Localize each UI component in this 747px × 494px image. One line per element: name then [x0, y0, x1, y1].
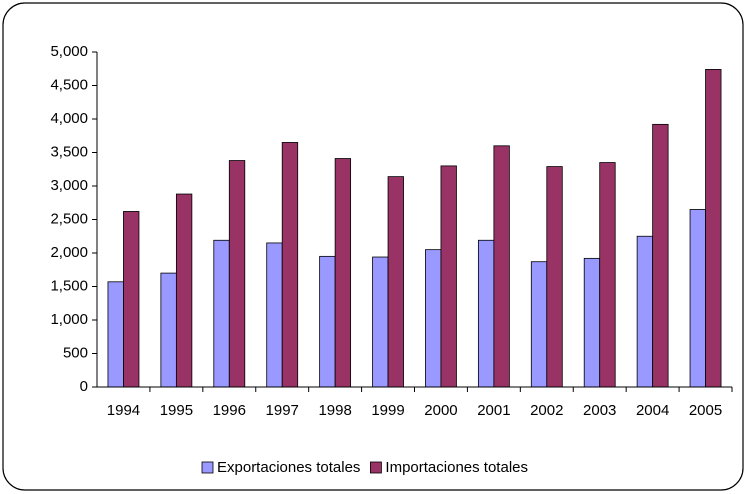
bar — [689, 209, 706, 388]
bar — [583, 257, 601, 388]
bar — [107, 281, 124, 388]
y-tick-label: 500 — [63, 344, 88, 361]
legend-swatch — [201, 461, 214, 474]
bar — [493, 145, 510, 388]
bar — [175, 193, 193, 388]
y-tick-label: 1,000 — [50, 311, 88, 328]
x-tick-label: 1997 — [266, 402, 299, 419]
x-tick-label: 2003 — [583, 402, 616, 419]
bar — [477, 239, 495, 388]
x-tick-label: 1994 — [107, 402, 140, 419]
bar — [599, 162, 616, 388]
x-tick-label: 1998 — [318, 402, 351, 419]
bar — [281, 142, 299, 388]
x-tick-label: 1996 — [213, 402, 246, 419]
bar — [546, 166, 563, 388]
bar — [160, 272, 177, 388]
y-tick-label: 3,500 — [50, 143, 88, 160]
x-tick-label: 2005 — [689, 402, 722, 419]
bar — [319, 255, 336, 388]
bar — [334, 158, 352, 388]
bar — [372, 256, 389, 388]
x-tick-label: 2000 — [424, 402, 457, 419]
x-tick-label: 2002 — [530, 402, 563, 419]
y-tick-label: 0 — [80, 378, 88, 395]
legend-label: Exportaciones totales — [217, 459, 360, 476]
bar — [123, 211, 140, 388]
y-tick-label: 2,500 — [50, 210, 88, 227]
y-tick-label: 2,000 — [50, 244, 88, 261]
bar — [636, 235, 654, 388]
bar — [213, 239, 230, 388]
x-tick-label: 2001 — [477, 402, 510, 419]
y-tick-label: 3,000 — [50, 177, 88, 194]
bar — [387, 176, 404, 388]
bar — [530, 261, 548, 388]
bar — [705, 69, 722, 388]
y-tick-label: 4,000 — [50, 110, 88, 127]
bar — [440, 165, 457, 388]
x-tick-label: 1995 — [160, 402, 193, 419]
y-tick-label: 4,500 — [50, 76, 88, 93]
y-tick-label: 1,500 — [50, 277, 88, 294]
legend-swatch — [370, 461, 382, 474]
x-tick-label: 1999 — [371, 402, 404, 419]
x-tick-label: 2004 — [636, 402, 669, 419]
bar — [652, 123, 669, 388]
y-tick-label: 5,000 — [50, 43, 88, 60]
bar — [266, 242, 283, 388]
bar — [228, 160, 246, 388]
bar — [425, 249, 442, 388]
legend-label: Importaciones totales — [385, 459, 528, 476]
